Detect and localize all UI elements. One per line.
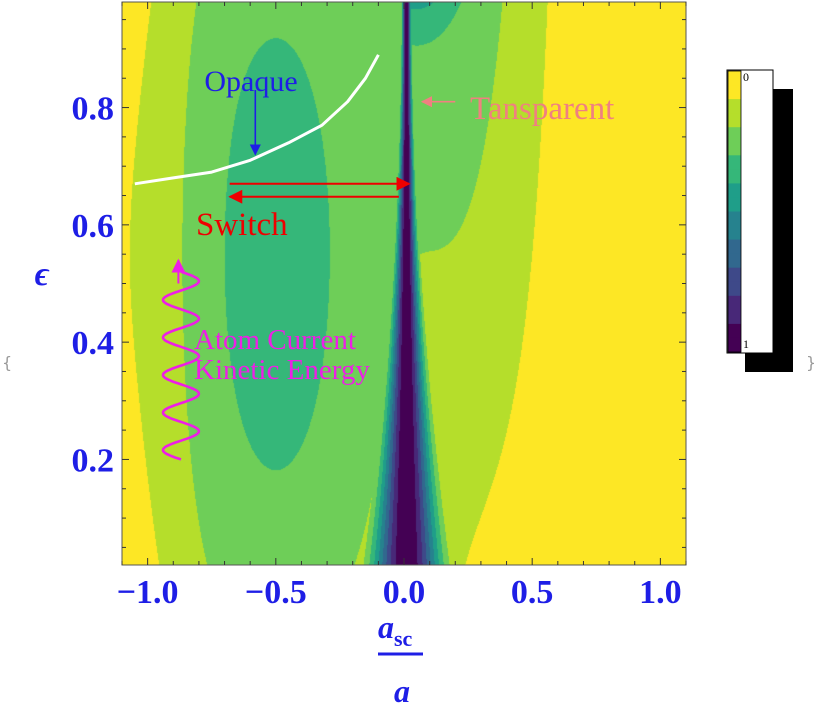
colorbar-band [728, 253, 741, 269]
colorbar-band [728, 323, 741, 339]
colorbar-band [728, 197, 741, 213]
x-label-numerator-base: a [378, 609, 394, 645]
y-axis-label: ϵ [35, 256, 50, 293]
atom-wave [161, 270, 201, 461]
colorbar-band [728, 183, 741, 199]
tansparent-label: Tansparent [470, 91, 614, 127]
y-tick-label: 0.6 [72, 208, 115, 245]
x-label-denominator: a [394, 673, 410, 709]
y-tick-label: 0.4 [72, 325, 115, 362]
colorbar-band [728, 281, 741, 297]
colorbar-band [728, 267, 741, 283]
x-tick-labels: −1.0 −0.5 0.0 0.5 1.0 [117, 574, 682, 611]
opaque-boundary-curve [134, 54, 380, 186]
annotations: Opaque Tansparent Switch Atom CurrentKineti… [134, 54, 614, 461]
x-tick-label: 1.0 [639, 574, 682, 611]
x-label-numerator: asc [378, 609, 413, 651]
colorbar-gradient [727, 70, 742, 353]
colorbar-band [728, 309, 741, 325]
colorbar-band [728, 169, 741, 184]
x-tick-label: 0.0 [383, 574, 426, 611]
atom-current-label: Atom Current [194, 324, 356, 356]
switch-label: Switch [196, 207, 288, 243]
y-tick-label: 0.8 [72, 91, 115, 128]
colorbar-band [728, 337, 741, 353]
colorbar-band [728, 127, 741, 142]
colorbar-band [728, 113, 741, 128]
x-label-numerator-subscript: sc [394, 626, 413, 651]
right-brace: } [806, 353, 814, 372]
colorbar-band [728, 211, 741, 227]
y-tick-label: 0.2 [72, 442, 115, 479]
colorbar-band [728, 225, 741, 241]
opaque-label: Opaque [204, 65, 297, 98]
colorbar-band [728, 71, 741, 86]
plot-area [122, 2, 686, 565]
colorbar-band [728, 295, 741, 311]
colorbar-band [728, 99, 741, 114]
x-tick-label: −1.0 [117, 574, 179, 611]
colorbar-band [728, 141, 741, 156]
x-axis-label: asc a [378, 609, 423, 709]
colorbar-band [728, 155, 741, 170]
y-tick-labels: 0.2 0.4 0.6 0.8 [72, 91, 115, 480]
colorbar-top-label: 0 [743, 70, 749, 84]
left-brace: { [2, 353, 12, 372]
colorbar-band [728, 239, 741, 255]
colorbar-bottom-label: 1 [743, 337, 749, 351]
colorbar: 0 1 [726, 69, 793, 372]
colorbar-band [728, 85, 741, 100]
axis-ticks [121, 2, 687, 565]
heatmap-image [122, 2, 686, 565]
x-tick-label: 0.5 [511, 574, 554, 611]
x-tick-label: −0.5 [245, 574, 307, 611]
colorbar-frame [727, 70, 742, 353]
kinetic-energy-label: Kinetic Energy [194, 354, 370, 386]
